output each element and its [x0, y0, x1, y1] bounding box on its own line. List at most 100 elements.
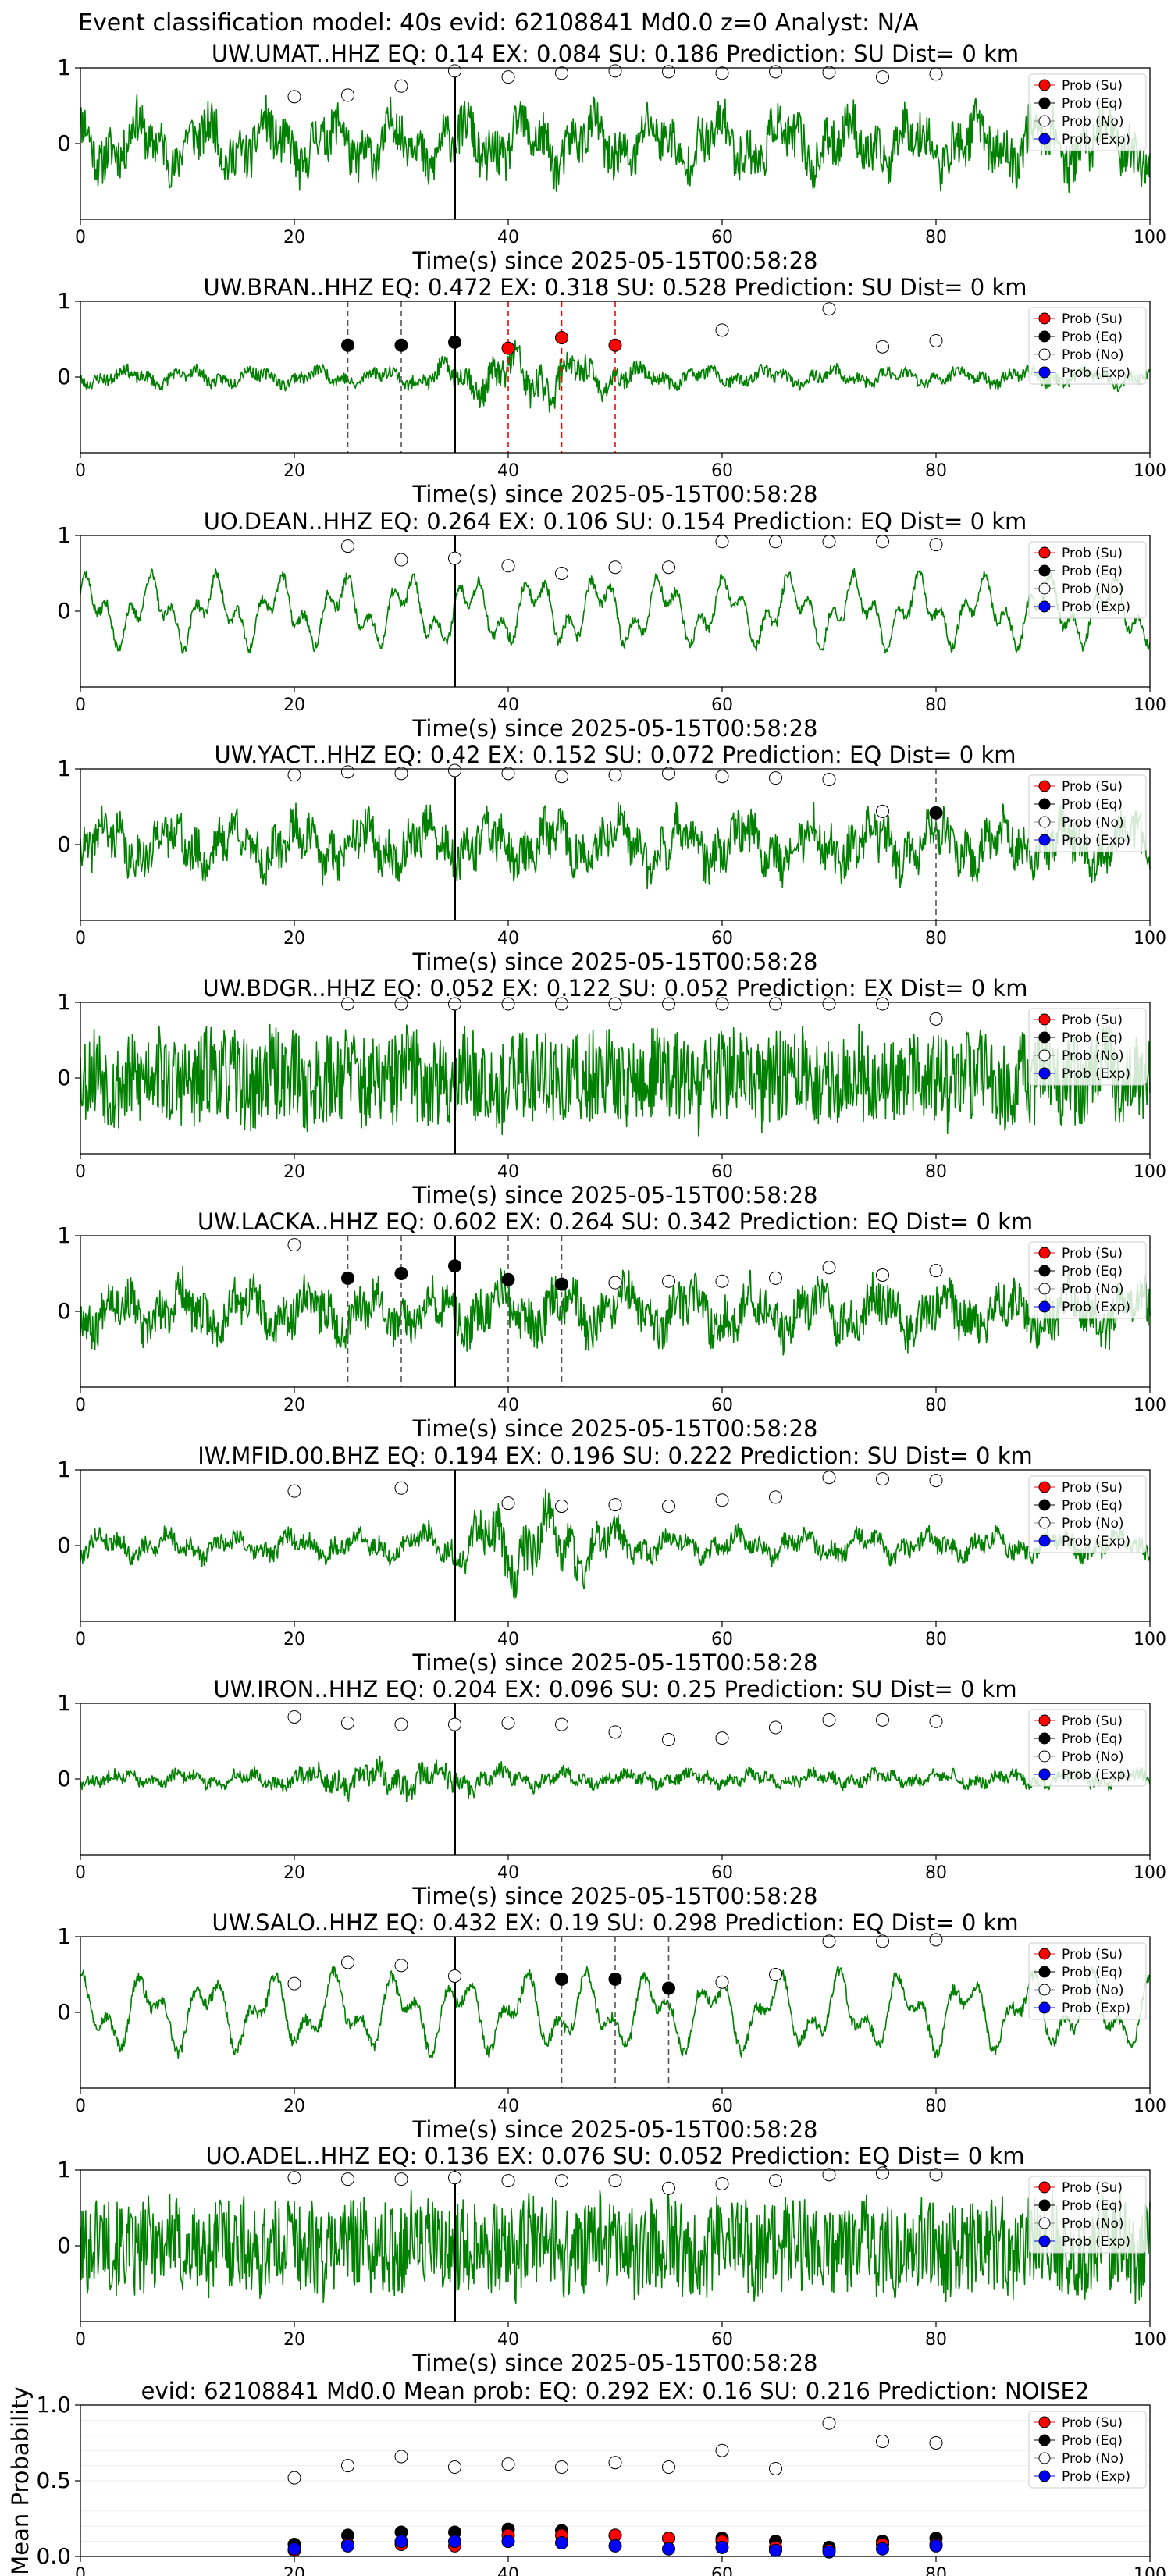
panel-1-xtick-label-5: 100 [1134, 228, 1166, 247]
mean-panel-ylabel: Mean Probability [7, 2386, 34, 2575]
panel-4-xtick-label-1: 20 [283, 929, 305, 948]
panel-8-legend-box [1028, 1709, 1147, 1787]
panel-7-waveform [80, 1488, 1151, 1599]
panel-2-xlabel: Time(s) since 2025-05-15T00:58:28 [412, 481, 818, 507]
panel-10-ytick-label-1: 0 [57, 2233, 71, 2258]
panel-9-waveform [80, 1965, 1151, 2060]
panel-6-ytick-label-0: 1 [57, 1222, 71, 1248]
panel-6-noise-point-7 [929, 1264, 943, 1278]
mean-panel-xtick-label-2: 40 [497, 2565, 519, 2576]
panel-10-ytick-label-0: 1 [57, 2157, 71, 2183]
mean-panel-xtick-label-5: 100 [1134, 2565, 1166, 2576]
panel-6-legend-marker-2 [1038, 1283, 1051, 1295]
panel-4-legend-label-2: Prob (No) [1062, 815, 1124, 831]
panel-5-xtick-label-4: 80 [925, 1162, 947, 1182]
panel-2-noise-point-3 [929, 333, 943, 347]
panel-2-legend-marker-3 [1038, 366, 1051, 379]
panel-5-title: UW.BDGR..HHZ EQ: 0.052 EX: 0.122 SU: 0.0… [203, 975, 1028, 1002]
panel-8-legend-marker-1 [1038, 1732, 1051, 1745]
panel-1-noise-point-9 [769, 65, 782, 79]
panel-10-legend-marker-2 [1038, 2217, 1051, 2229]
panel-6-noise-point-0 [287, 1238, 301, 1252]
panel-5-waveform [80, 1020, 1151, 1137]
mean-panel-legend-label-1: Prob (Eq) [1062, 2433, 1123, 2449]
panel-4-legend-label-0: Prob (Su) [1062, 779, 1123, 795]
panel-10-xtick-label-4: 80 [925, 2330, 947, 2350]
panel-9-ytick-label-1: 0 [57, 1999, 71, 2025]
panel-1-legend-label-1: Prob (Eq) [1062, 96, 1123, 112]
panel-3-noise-point-3 [501, 559, 515, 573]
mean-panel-ytick-label-1: 0.5 [36, 2467, 71, 2493]
panel-3-ytick-label-1: 0 [57, 598, 71, 624]
panel-2-ytick-label-0: 1 [57, 288, 71, 314]
mean-panel-legend-box [1028, 2411, 1147, 2489]
panel-4-legend-label-1: Prob (Eq) [1062, 797, 1123, 813]
panel-10-noise-point-5 [555, 2174, 568, 2188]
panel-5-legend-marker-2 [1038, 1049, 1051, 1062]
panel-7-noise-point-8 [822, 1471, 836, 1485]
panel-8-waveform [80, 1756, 1151, 1802]
panel-10-legend-marker-1 [1038, 2199, 1051, 2211]
panel-1-noise-point-7 [662, 65, 675, 79]
panel-6-legend-marker-3 [1038, 1300, 1051, 1313]
panel-8-noise-point-0 [287, 1710, 301, 1724]
panel-6-legend-label-2: Prob (No) [1062, 1282, 1124, 1297]
panel-6-eq-point-2 [448, 1259, 461, 1273]
panel-4-legend-marker-3 [1038, 834, 1051, 846]
panel-8-title: UW.IRON..HHZ EQ: 0.204 EX: 0.096 SU: 0.2… [213, 1676, 1016, 1703]
panel-7-noise-point-2 [501, 1496, 515, 1510]
panel-9-ytick-label-0: 1 [57, 1923, 71, 1949]
panel-8-xtick-label-5: 100 [1134, 1863, 1166, 1883]
mean-panel-series-0-point-6 [608, 2456, 622, 2470]
panel-6-xtick-label-1: 20 [283, 1396, 305, 1415]
panel-2-legend-marker-1 [1038, 330, 1051, 343]
panel-10-title: UO.ADEL..HHZ EQ: 0.136 EX: 0.076 SU: 0.0… [205, 2143, 1024, 2169]
panel-7-noise-point-7 [769, 1490, 782, 1504]
panel-8-ytick-label-0: 1 [57, 1690, 71, 1716]
panel-4-noise-point-2 [394, 767, 408, 781]
panel-8-noise-point-12 [929, 1714, 943, 1728]
panel-7-legend-marker-3 [1038, 1535, 1051, 1547]
mean-panel-series-3-point-12 [929, 2539, 943, 2553]
panel-5-noise-point-11 [929, 1012, 943, 1026]
panel-7-noise-point-10 [929, 1474, 943, 1488]
panel-1-noise-point-8 [715, 66, 729, 80]
panel-4-noise-point-11 [876, 804, 889, 818]
panel-4-xtick-label-4: 80 [925, 929, 947, 948]
panel-4-noise-point-8 [715, 770, 729, 784]
panel-5-legend-label-1: Prob (Eq) [1062, 1030, 1123, 1046]
panel-4-ytick-label-1: 0 [57, 831, 71, 857]
panel-2-legend-label-1: Prob (Eq) [1062, 329, 1123, 345]
panel-6-noise-point-5 [822, 1261, 836, 1275]
panel-9-legend-marker-3 [1038, 2001, 1051, 2014]
panel-10-xtick-label-0: 0 [75, 2330, 86, 2350]
panel-9-noise-point-3 [448, 1969, 461, 1983]
panel-7-xtick-label-1: 20 [283, 1630, 305, 1649]
mean-panel-series-0-point-10 [822, 2416, 836, 2430]
mean-panel: evid: 62108841 Md0.0 Mean prob: EQ: 0.29… [7, 2378, 1166, 2576]
panel-5-legend-label-2: Prob (No) [1062, 1048, 1124, 1064]
mean-panel-xtick-label-0: 0 [75, 2565, 86, 2576]
panel-3-noise-point-8 [769, 535, 782, 549]
panel-1-noise-point-5 [555, 66, 568, 80]
panel-2: UW.BRAN..HHZ EQ: 0.472 EX: 0.318 SU: 0.5… [57, 274, 1166, 507]
panel-3-legend-marker-1 [1038, 564, 1051, 577]
panel-6-eq-point-1 [394, 1267, 408, 1280]
panel-5-noise-point-3 [501, 997, 515, 1011]
panel-8-legend-label-3: Prob (Exp) [1062, 1767, 1130, 1783]
panel-3-xtick-label-5: 100 [1134, 696, 1166, 715]
panel-1-noise-point-12 [929, 67, 943, 81]
panel-6-title: UW.LACKA..HHZ EQ: 0.602 EX: 0.264 SU: 0.… [198, 1208, 1033, 1235]
panel-8-noise-point-9 [769, 1720, 782, 1735]
panel-4-noise-point-6 [608, 768, 622, 782]
panel-8-legend-label-1: Prob (Eq) [1062, 1731, 1123, 1747]
panel-8: UW.IRON..HHZ EQ: 0.204 EX: 0.096 SU: 0.2… [57, 1676, 1166, 1909]
panel-7-legend-label-3: Prob (Exp) [1062, 1534, 1130, 1550]
panel-8-xtick-label-3: 60 [711, 1863, 733, 1883]
panel-2-ytick-label-1: 0 [57, 364, 71, 390]
panel-1-legend-marker-3 [1038, 133, 1051, 145]
panel-1-noise-point-0 [287, 90, 301, 104]
panel-3-noise-point-4 [555, 567, 568, 580]
panel-5-xtick-label-1: 20 [283, 1162, 305, 1182]
panel-6-ytick-label-1: 0 [57, 1298, 71, 1324]
